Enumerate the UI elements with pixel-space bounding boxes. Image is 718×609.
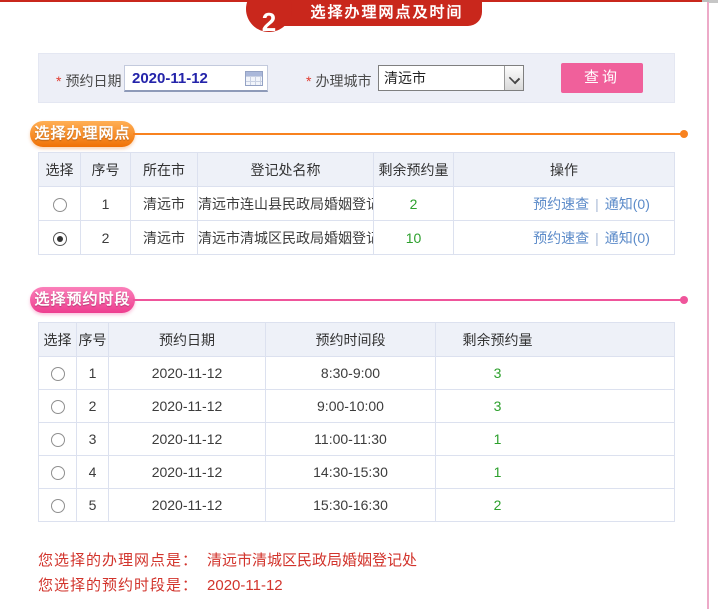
slot-time: 15:30-16:30 (265, 488, 436, 522)
slot-date: 2020-11-12 (108, 488, 266, 522)
city-select[interactable]: 清远市 (378, 65, 524, 91)
column-header: 序号 (76, 322, 109, 357)
selected-site-line: 您选择的办理网点是： 清远市清城区民政局婚姻登记处 (38, 548, 417, 573)
column-header: 预约日期 (108, 322, 266, 357)
row-no: 1 (76, 356, 109, 390)
appointment-date-field (124, 65, 268, 92)
slot-radio[interactable] (50, 466, 65, 481)
slot-radio[interactable] (50, 367, 65, 382)
city-label: * 办理城市 (306, 73, 372, 89)
quick-check-link[interactable]: 预约速查 (533, 229, 590, 246)
column-header: 所在市 (130, 152, 198, 187)
step-number-badge: 2 (246, 0, 292, 37)
table-row: 2 2020-11-12 9:00-10:00 3 (38, 389, 675, 423)
site-section-title: 选择办理网点 (30, 121, 135, 147)
column-header: 序号 (80, 152, 131, 187)
column-header: 预约时间段 (265, 322, 436, 357)
step-title: 选择办理网点及时间 (310, 4, 464, 21)
site-radio[interactable] (52, 231, 67, 246)
slot-date: 2020-11-12 (108, 356, 266, 390)
site-radio[interactable] (52, 197, 67, 212)
table-row: 1 2020-11-12 8:30-9:00 3 (38, 356, 675, 390)
filter-bar: *预约日期 *办理城市 清远市 查询 (38, 53, 675, 103)
table-row: 4 2020-11-12 14:30-15:30 1 (38, 455, 675, 489)
slot-date: 2020-11-12 (108, 389, 266, 423)
time-section-rule-dot (680, 296, 688, 304)
remaining-count: 10 (373, 220, 454, 255)
site-section-rule-dot (680, 130, 688, 138)
step-banner-bar (262, 0, 482, 26)
time-table-header-row: 选择 序号 预约日期 预约时间段 剩余预约量 (38, 322, 675, 357)
row-city: 清远市 (130, 186, 198, 221)
link-separator: | (595, 229, 599, 246)
column-header: 登记处名称 (197, 152, 374, 187)
selected-site-label: 您选择的办理网点是： (38, 552, 199, 569)
column-header: 剩余预约量 (435, 322, 675, 357)
slot-radio[interactable] (50, 400, 65, 415)
column-header: 选择 (38, 152, 81, 187)
row-no: 1 (80, 186, 131, 221)
remaining-count: 1 (435, 455, 675, 489)
selected-time-line: 您选择的预约时段是： 2020-11-12 (38, 573, 417, 598)
required-asterisk: * (56, 73, 62, 89)
slot-time: 11:00-11:30 (265, 422, 436, 456)
remaining-count: 2 (373, 186, 454, 221)
date-label: * 预约日期 (56, 73, 122, 89)
chevron-down-icon[interactable] (504, 66, 523, 90)
slot-date: 2020-11-12 (108, 455, 266, 489)
selected-time-label: 您选择的预约时段是： (38, 577, 199, 594)
remaining-count: 3 (435, 356, 675, 390)
site-table: 选择 序号 所在市 登记处名称 剩余预约量 操作 1 清远市 清远市连山县民政局… (38, 152, 675, 255)
selection-summary: 您选择的办理网点是： 清远市清城区民政局婚姻登记处 您选择的预约时段是： 2020-… (38, 548, 417, 598)
row-no: 2 (80, 220, 131, 255)
row-city: 清远市 (130, 220, 198, 255)
row-no: 5 (76, 488, 109, 522)
table-row: 5 2020-11-12 15:30-16:30 2 (38, 488, 675, 522)
site-table-header-row: 选择 序号 所在市 登记处名称 剩余预约量 操作 (38, 152, 675, 187)
appointment-date-input[interactable] (125, 66, 243, 90)
registry-name: 清远市清城区民政局婚姻登记处 (197, 220, 374, 255)
step-banner: 2 选择办理网点及时间 (246, 0, 482, 37)
row-no: 2 (76, 389, 109, 423)
link-separator: | (595, 195, 599, 212)
slot-time: 9:00-10:00 (265, 389, 436, 423)
slot-radio[interactable] (50, 433, 65, 448)
slot-date: 2020-11-12 (108, 422, 266, 456)
time-table: 选择 序号 预约日期 预约时间段 剩余预约量 1 2020-11-12 8:30… (38, 322, 675, 522)
selected-site-value: 清远市清城区民政局婚姻登记处 (207, 552, 418, 569)
row-no: 3 (76, 422, 109, 456)
required-asterisk: * (306, 73, 312, 89)
table-row: 2 清远市 清远市清城区民政局婚姻登记处 10 预约速查 | 通知(0) (38, 220, 675, 255)
table-row: 1 清远市 清远市连山县民政局婚姻登记股 2 预约速查 | 通知(0) (38, 186, 675, 221)
slot-radio[interactable] (50, 499, 65, 514)
city-select-value: 清远市 (384, 70, 426, 86)
column-header: 剩余预约量 (373, 152, 454, 187)
slot-time: 14:30-15:30 (265, 455, 436, 489)
site-section-rule (133, 133, 683, 135)
time-section-rule (133, 299, 683, 301)
calendar-icon[interactable] (245, 71, 263, 86)
notice-link[interactable]: 通知(0) (604, 195, 650, 212)
selected-time-value: 2020-11-12 (207, 577, 283, 594)
remaining-count: 3 (435, 389, 675, 423)
quick-check-link[interactable]: 预约速查 (533, 195, 590, 212)
registry-name: 清远市连山县民政局婚姻登记股 (197, 186, 374, 221)
notice-link[interactable]: 通知(0) (604, 229, 650, 246)
remaining-count: 1 (435, 422, 675, 456)
corner-strip (709, 0, 718, 3)
table-row: 3 2020-11-12 11:00-11:30 1 (38, 422, 675, 456)
query-button[interactable]: 查询 (561, 63, 643, 93)
right-border-line (707, 2, 709, 609)
row-no: 4 (76, 455, 109, 489)
column-header: 选择 (38, 322, 77, 357)
column-header: 操作 (453, 152, 675, 187)
time-section-title: 选择预约时段 (30, 287, 135, 313)
remaining-count: 2 (435, 488, 675, 522)
slot-time: 8:30-9:00 (265, 356, 436, 390)
